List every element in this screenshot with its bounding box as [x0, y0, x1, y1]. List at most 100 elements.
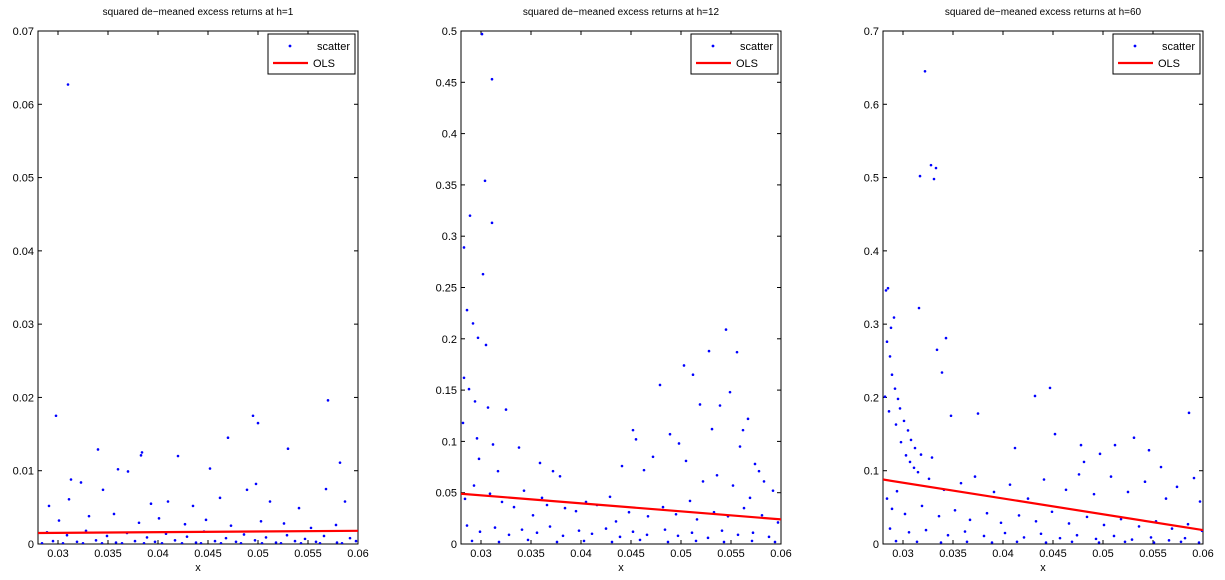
scatter-point — [285, 533, 289, 537]
x-axis-label: x — [1040, 562, 1046, 574]
scatter-point — [478, 530, 482, 533]
data-marks — [883, 70, 1203, 544]
x-tick-label: 0.03 — [892, 548, 913, 560]
x-tick-label: 0.06 — [770, 548, 791, 560]
scatter-point — [338, 461, 342, 464]
legend-label-ols: OLS — [736, 58, 758, 70]
scatter-point — [1164, 497, 1168, 500]
scatter-point — [1042, 478, 1046, 481]
scatter-point — [946, 533, 950, 537]
scatter-point — [324, 487, 328, 491]
scatter-point — [939, 541, 943, 544]
plot-area — [460, 30, 782, 545]
scatter-point — [545, 503, 549, 507]
scatter-point — [771, 489, 775, 492]
scatter-point — [676, 534, 680, 538]
scatter-point — [646, 514, 650, 518]
scatter-point — [1183, 536, 1187, 540]
scatter-point — [465, 524, 469, 527]
scatter-point — [1075, 533, 1079, 537]
scatter-point — [1044, 541, 1048, 544]
scatter-point — [137, 521, 141, 525]
y-tick-label: 0.15 — [436, 385, 457, 397]
scatter-point — [334, 523, 338, 527]
scatter-point — [890, 507, 894, 511]
legend-label-scatter: scatter — [317, 41, 350, 53]
scatter-point — [1064, 488, 1068, 492]
scatter-point — [96, 448, 100, 451]
scatter-point — [1152, 541, 1156, 544]
chart-title: squared de−meaned excess returns at h=1 — [103, 7, 294, 18]
scatter-point — [218, 496, 222, 500]
scatter-point — [663, 528, 667, 531]
y-tick-label: 0.7 — [864, 26, 879, 38]
scatter-point — [343, 500, 347, 503]
scatter-point — [1079, 443, 1083, 447]
scatter-point — [666, 540, 670, 544]
scatter-point — [87, 514, 91, 518]
scatter-point — [1113, 443, 1117, 447]
scatter-point — [153, 540, 157, 544]
scatter-point — [468, 214, 472, 217]
scatter-point — [157, 517, 161, 520]
x-tick-label: 0.055 — [1139, 548, 1167, 560]
scatter-point — [251, 414, 255, 418]
scatter-point — [999, 521, 1003, 525]
scatter-point — [610, 540, 614, 544]
scatter-point — [1092, 492, 1096, 496]
ols-line — [461, 492, 781, 521]
scatter-point — [140, 451, 144, 454]
y-tick-label: 0.3 — [442, 231, 457, 243]
scatter-point — [470, 539, 474, 543]
scatter-point — [472, 484, 476, 487]
legend-label-ols: OLS — [1158, 58, 1180, 70]
scatter-point — [736, 533, 740, 537]
scatter-point — [57, 519, 61, 522]
scatter-point — [937, 514, 941, 518]
scatter-point — [507, 533, 511, 537]
scatter-point — [224, 536, 228, 540]
y-tick-label: 0 — [873, 539, 879, 551]
x-tick-label: 0.03 — [470, 548, 491, 560]
scatter-point — [535, 531, 539, 535]
y-tick-label: 0.06 — [13, 99, 34, 111]
scatter-point — [160, 541, 164, 544]
y-tick-label: 0.04 — [13, 246, 34, 258]
scatter-point — [548, 525, 552, 528]
scatter-point — [968, 518, 972, 522]
scatter-point — [973, 475, 977, 478]
scatter-point — [620, 464, 624, 468]
scatter-point — [180, 541, 184, 544]
scatter-point — [767, 535, 771, 539]
scatter-point — [953, 508, 957, 512]
scatter-point — [903, 512, 907, 516]
scatter-point — [924, 528, 928, 532]
scatter-point — [309, 526, 313, 530]
scatter-point — [204, 518, 208, 522]
scatter-point — [898, 407, 902, 410]
scatter-point — [183, 522, 187, 526]
scatter-point — [213, 539, 217, 543]
scatter-point — [707, 349, 711, 353]
scatter-point — [149, 502, 153, 505]
scatter-point — [935, 348, 939, 352]
y-tick-label: 0.05 — [436, 488, 457, 500]
scatter-point — [1198, 500, 1202, 503]
scatter-point — [335, 541, 339, 544]
scatter-point — [919, 453, 923, 456]
scatter-point — [912, 466, 916, 470]
scatter-point — [720, 529, 724, 532]
scatter-point — [677, 442, 681, 445]
scatter-point — [929, 163, 933, 167]
scatter-point — [520, 528, 524, 531]
scatter-point — [490, 77, 494, 81]
scatter-point — [1094, 537, 1098, 541]
scatter-point — [1175, 485, 1179, 489]
scatter-point — [354, 539, 358, 543]
y-tick-label: 0.45 — [436, 77, 457, 89]
scatter-point — [260, 541, 264, 544]
scatter-point — [883, 395, 887, 398]
scatter-point — [902, 419, 906, 423]
scatter-point — [1058, 536, 1062, 540]
scatter-point — [462, 376, 466, 380]
